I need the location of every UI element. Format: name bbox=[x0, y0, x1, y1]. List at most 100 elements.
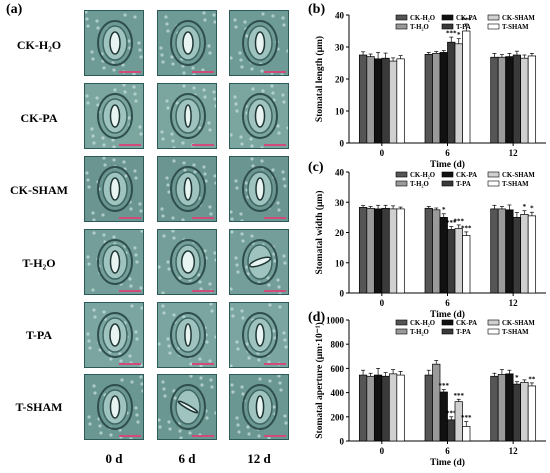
y-tick-label-c: 0 bbox=[340, 289, 345, 299]
stomata-micrograph-r4-c3 bbox=[229, 229, 289, 295]
panel-b-letter: (b) bbox=[308, 2, 326, 17]
x-axis-label-d: Time (d) bbox=[430, 457, 465, 468]
legend-swatch-d bbox=[441, 319, 454, 326]
y-axis-label-b: Stomatal length (μm) bbox=[314, 36, 325, 122]
x-tick-label-d: 6 bbox=[445, 446, 450, 456]
bar-d-T-SHAM-0 bbox=[396, 374, 405, 442]
bar-b-CK-SHAM-0 bbox=[388, 60, 398, 144]
x-tick-label-d: 12 bbox=[509, 446, 519, 456]
bar-d-T-SHAM-6 bbox=[462, 426, 471, 442]
legend-swatch-b bbox=[441, 14, 454, 21]
x-tick-label-c: 6 bbox=[445, 298, 450, 308]
legend-label-c: T-SHAM bbox=[502, 181, 529, 188]
legend-label-c: T-PA bbox=[456, 181, 471, 188]
bar-c-CK-PA-12 bbox=[505, 209, 514, 294]
row-label-ck-h2o: CK-H₂O bbox=[16, 38, 62, 52]
panel-c-letter: (c) bbox=[308, 160, 324, 175]
stomata-micrograph-r3-c2 bbox=[157, 156, 217, 222]
stomata-micrograph-r3-c3 bbox=[229, 156, 289, 222]
bar-c-CK-PA-0 bbox=[373, 208, 383, 294]
stomata-micrograph-r6-c2 bbox=[157, 374, 217, 440]
x-tick-label-c: 12 bbox=[509, 298, 519, 308]
x-axis-label-c: Time (d) bbox=[430, 309, 465, 320]
bar-d-T-H2O-12 bbox=[497, 374, 507, 442]
legend-label-b: T-SHAM bbox=[502, 24, 529, 31]
significance-mark-b: * bbox=[457, 31, 461, 39]
bar-c-T-SHAM-0 bbox=[396, 208, 405, 294]
bar-d-T-SHAM-12 bbox=[527, 385, 537, 442]
stomata-micrograph-r5-c2 bbox=[157, 302, 217, 368]
significance-mark-d: *** bbox=[461, 414, 472, 422]
y-axis-label-d: Stomatal aperture (μm·10⁻¹) bbox=[314, 322, 325, 439]
bar-d-T-PA-0 bbox=[381, 375, 390, 442]
significance-mark-d: *** bbox=[446, 409, 457, 417]
bar-c-CK-H2O-0 bbox=[358, 207, 368, 294]
bar-c-T-PA-0 bbox=[381, 207, 390, 294]
legend-label-b: CK-H₂O bbox=[410, 15, 435, 22]
bar-c-T-H2O-6 bbox=[432, 209, 441, 294]
column-label-6d: 6 d bbox=[178, 451, 196, 466]
bar-b-T-SHAM-6 bbox=[462, 30, 471, 144]
legend-swatch-d bbox=[487, 328, 500, 335]
stomata-micrograph-r5-c3 bbox=[229, 302, 289, 368]
legend-label-b: CK-SHAM bbox=[502, 15, 535, 22]
bar-c-CK-SHAM-6 bbox=[454, 228, 463, 294]
legend-label-d: CK-SHAM bbox=[502, 320, 535, 327]
legend-swatch-d bbox=[487, 319, 500, 326]
bar-c-CK-H2O-12 bbox=[490, 208, 499, 294]
legend-label-c: T-H₂O bbox=[410, 181, 429, 188]
stomata-micrograph-r1-c1 bbox=[84, 10, 144, 76]
bar-d-T-H2O-6 bbox=[432, 363, 441, 442]
legend-swatch-d bbox=[395, 328, 408, 335]
bar-c-T-SHAM-12 bbox=[527, 215, 537, 294]
legend-swatch-b bbox=[395, 23, 408, 30]
legend-swatch-b bbox=[441, 23, 454, 30]
y-tick-label-c: 30 bbox=[335, 198, 345, 208]
bar-b-CK-H2O-0 bbox=[358, 54, 368, 144]
legend-swatch-c bbox=[487, 180, 500, 187]
legend-label-d: T-PA bbox=[456, 329, 471, 336]
significance-mark-c: *** bbox=[454, 217, 465, 225]
x-tick-label-b: 6 bbox=[445, 148, 450, 158]
significance-mark-d: *** bbox=[439, 382, 450, 390]
stomata-micrograph-r3-c1 bbox=[84, 156, 144, 222]
legend-swatch-d bbox=[441, 328, 454, 335]
bar-d-CK-SHAM-0 bbox=[388, 373, 398, 442]
bar-d-CK-H2O-0 bbox=[358, 374, 368, 442]
legend-swatch-c bbox=[441, 171, 454, 178]
bar-d-CK-PA-12 bbox=[505, 373, 514, 442]
y-tick-label-c: 10 bbox=[335, 258, 345, 268]
legend-label-d: T-H₂O bbox=[410, 329, 429, 336]
bar-b-T-PA-0 bbox=[381, 57, 390, 144]
y-tick-label-c: 40 bbox=[335, 168, 345, 178]
bar-d-CK-PA-0 bbox=[373, 374, 383, 442]
significance-mark-d: ** bbox=[528, 375, 536, 383]
significance-mark-c: *** bbox=[446, 219, 457, 227]
y-tick-label-b: 0 bbox=[340, 139, 345, 149]
legend-label-d: T-SHAM bbox=[502, 329, 529, 336]
significance-mark-c: *** bbox=[461, 224, 472, 232]
column-label-0d: 0 d bbox=[105, 451, 123, 466]
y-tick-label-b: 20 bbox=[335, 75, 345, 85]
legend-swatch-c bbox=[441, 180, 454, 187]
stomata-micrograph-r6-c3 bbox=[229, 374, 289, 440]
row-label-t-h2o: T-H₂O bbox=[22, 256, 56, 270]
bar-b-CK-PA-0 bbox=[373, 58, 383, 144]
bar-b-T-PA-12 bbox=[512, 54, 522, 144]
y-tick-label-d: 200 bbox=[331, 412, 345, 422]
legend-label-b: CK-PA bbox=[456, 15, 477, 22]
legend-label-c: CK-SHAM bbox=[502, 172, 535, 179]
bar-b-T-SHAM-0 bbox=[396, 58, 405, 144]
significance-mark-d: * bbox=[515, 374, 519, 382]
x-tick-label-b: 0 bbox=[380, 148, 385, 158]
bar-d-T-PA-6 bbox=[447, 419, 456, 442]
bar-b-CK-SHAM-6 bbox=[454, 43, 463, 144]
legend-label-b: T-PA bbox=[456, 24, 471, 31]
bar-b-T-H2O-6 bbox=[432, 53, 441, 144]
y-axis-label-c: Stomatal width (μm) bbox=[314, 190, 325, 274]
significance-mark-c: * bbox=[442, 206, 446, 214]
row-label-t-sham: T-SHAM bbox=[15, 400, 63, 414]
legend-swatch-d bbox=[395, 319, 408, 326]
bar-c-T-SHAM-6 bbox=[462, 235, 471, 294]
bar-b-CK-H2O-12 bbox=[490, 56, 499, 144]
